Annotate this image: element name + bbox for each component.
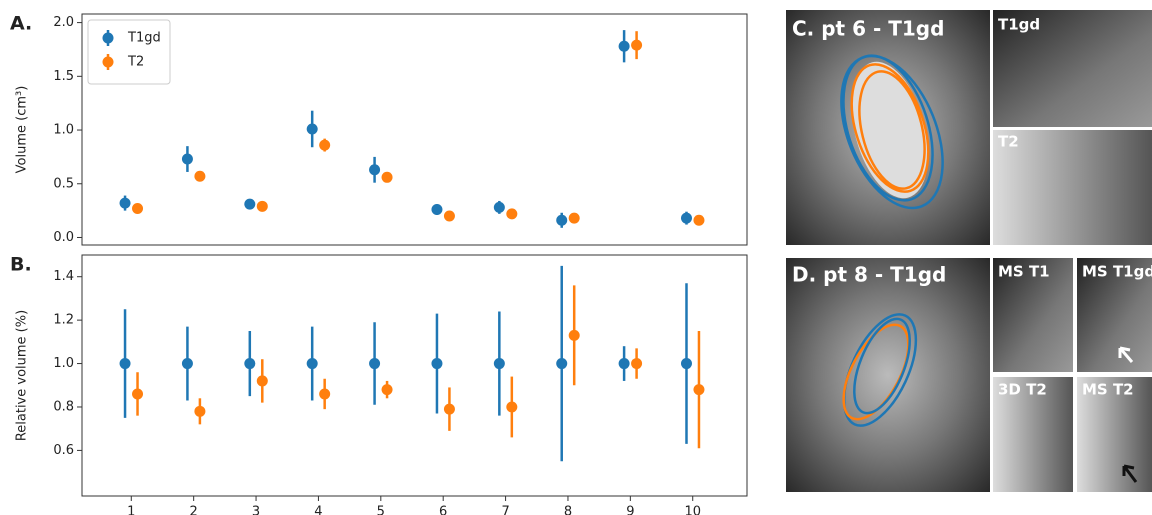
legend-marker xyxy=(102,32,114,44)
point xyxy=(194,170,206,182)
point xyxy=(319,388,331,400)
point xyxy=(443,403,455,415)
point xyxy=(256,375,268,387)
point xyxy=(319,139,331,151)
y-tick-label: 1.0 xyxy=(53,123,74,138)
image xyxy=(993,258,1073,372)
point xyxy=(306,358,318,370)
point xyxy=(493,201,505,213)
point xyxy=(132,202,144,214)
point xyxy=(244,358,256,370)
point xyxy=(181,358,193,370)
point xyxy=(132,388,144,400)
x-tick-label: 1 xyxy=(127,505,135,515)
point xyxy=(493,358,505,370)
y-tick-label: 1.5 xyxy=(53,69,74,84)
x-tick-label: 7 xyxy=(501,505,509,515)
legend-marker xyxy=(102,56,114,68)
point xyxy=(568,212,580,224)
panel-label: A. xyxy=(10,13,32,35)
image xyxy=(1077,258,1152,372)
point xyxy=(618,40,630,52)
point xyxy=(556,358,568,370)
image-label: T2 xyxy=(998,133,1019,151)
panel-d: D. pt 8 - T1gd MS T1 MS T1gd 3D T2 MS T2 xyxy=(786,258,1152,492)
image xyxy=(786,258,990,492)
y-tick-label: 0.8 xyxy=(53,399,74,414)
panel-title: C. pt 6 - T1gd xyxy=(792,17,944,41)
x-tick-label: 2 xyxy=(190,505,198,515)
point xyxy=(369,358,381,370)
y-tick-label: 1.0 xyxy=(53,356,74,371)
image-label: MS T1 xyxy=(998,263,1050,281)
panel-label: B. xyxy=(10,254,32,276)
x-tick-label: 10 xyxy=(684,505,701,515)
legend-label: T2 xyxy=(127,55,144,70)
point xyxy=(556,214,568,226)
lesion xyxy=(851,61,929,199)
y-tick-label: 0.0 xyxy=(53,230,74,245)
point xyxy=(244,198,256,210)
image-label: T1gd xyxy=(998,16,1040,34)
plot-frame xyxy=(81,254,748,497)
point xyxy=(194,405,206,417)
x-tick-label: 3 xyxy=(252,505,260,515)
image xyxy=(1077,377,1152,492)
point xyxy=(680,358,692,370)
image xyxy=(993,130,1152,245)
point xyxy=(119,358,131,370)
image-label: MS T1gd xyxy=(1082,263,1152,281)
point xyxy=(431,204,443,216)
point xyxy=(381,384,393,396)
point xyxy=(443,210,455,222)
point xyxy=(693,214,705,226)
point xyxy=(119,197,131,209)
arrow xyxy=(1122,464,1138,483)
y-tick-label: 2.0 xyxy=(53,15,74,30)
point xyxy=(381,171,393,183)
panel-c: C. pt 6 - T1gd T1gd T2 xyxy=(786,10,1152,245)
image xyxy=(993,10,1152,127)
y-tick-label: 1.2 xyxy=(53,313,74,328)
point xyxy=(631,39,643,51)
x-tick-label: 4 xyxy=(314,505,322,515)
point xyxy=(506,208,518,220)
contours xyxy=(840,54,944,210)
x-tick-label: 9 xyxy=(626,505,634,515)
y-tick-label: 0.6 xyxy=(53,443,74,458)
y-axis-label: Volume (cm³) xyxy=(15,86,30,174)
image-label: MS T2 xyxy=(1082,381,1134,399)
point xyxy=(506,401,518,413)
contours xyxy=(842,313,918,427)
x-tick-label: 8 xyxy=(564,505,572,515)
point xyxy=(693,384,705,396)
point xyxy=(618,358,630,370)
plot-frame xyxy=(81,13,748,246)
legend-label: T1gd xyxy=(127,31,161,46)
point xyxy=(306,123,318,135)
y-tick-label: 0.5 xyxy=(53,176,74,191)
point xyxy=(181,153,193,165)
point xyxy=(431,358,443,370)
point xyxy=(680,212,692,224)
point xyxy=(256,200,268,212)
image-label: 3D T2 xyxy=(998,381,1047,399)
point xyxy=(369,164,381,176)
x-tick-label: 6 xyxy=(439,505,447,515)
x-tick-label: 5 xyxy=(377,505,385,515)
point xyxy=(568,329,580,341)
arrow xyxy=(1118,346,1134,363)
panel-title: D. pt 8 - T1gd xyxy=(792,263,946,287)
y-tick-label: 1.4 xyxy=(53,269,74,284)
y-axis-label: Relative volume (%) xyxy=(15,310,30,441)
point xyxy=(631,358,643,370)
image xyxy=(993,377,1073,492)
